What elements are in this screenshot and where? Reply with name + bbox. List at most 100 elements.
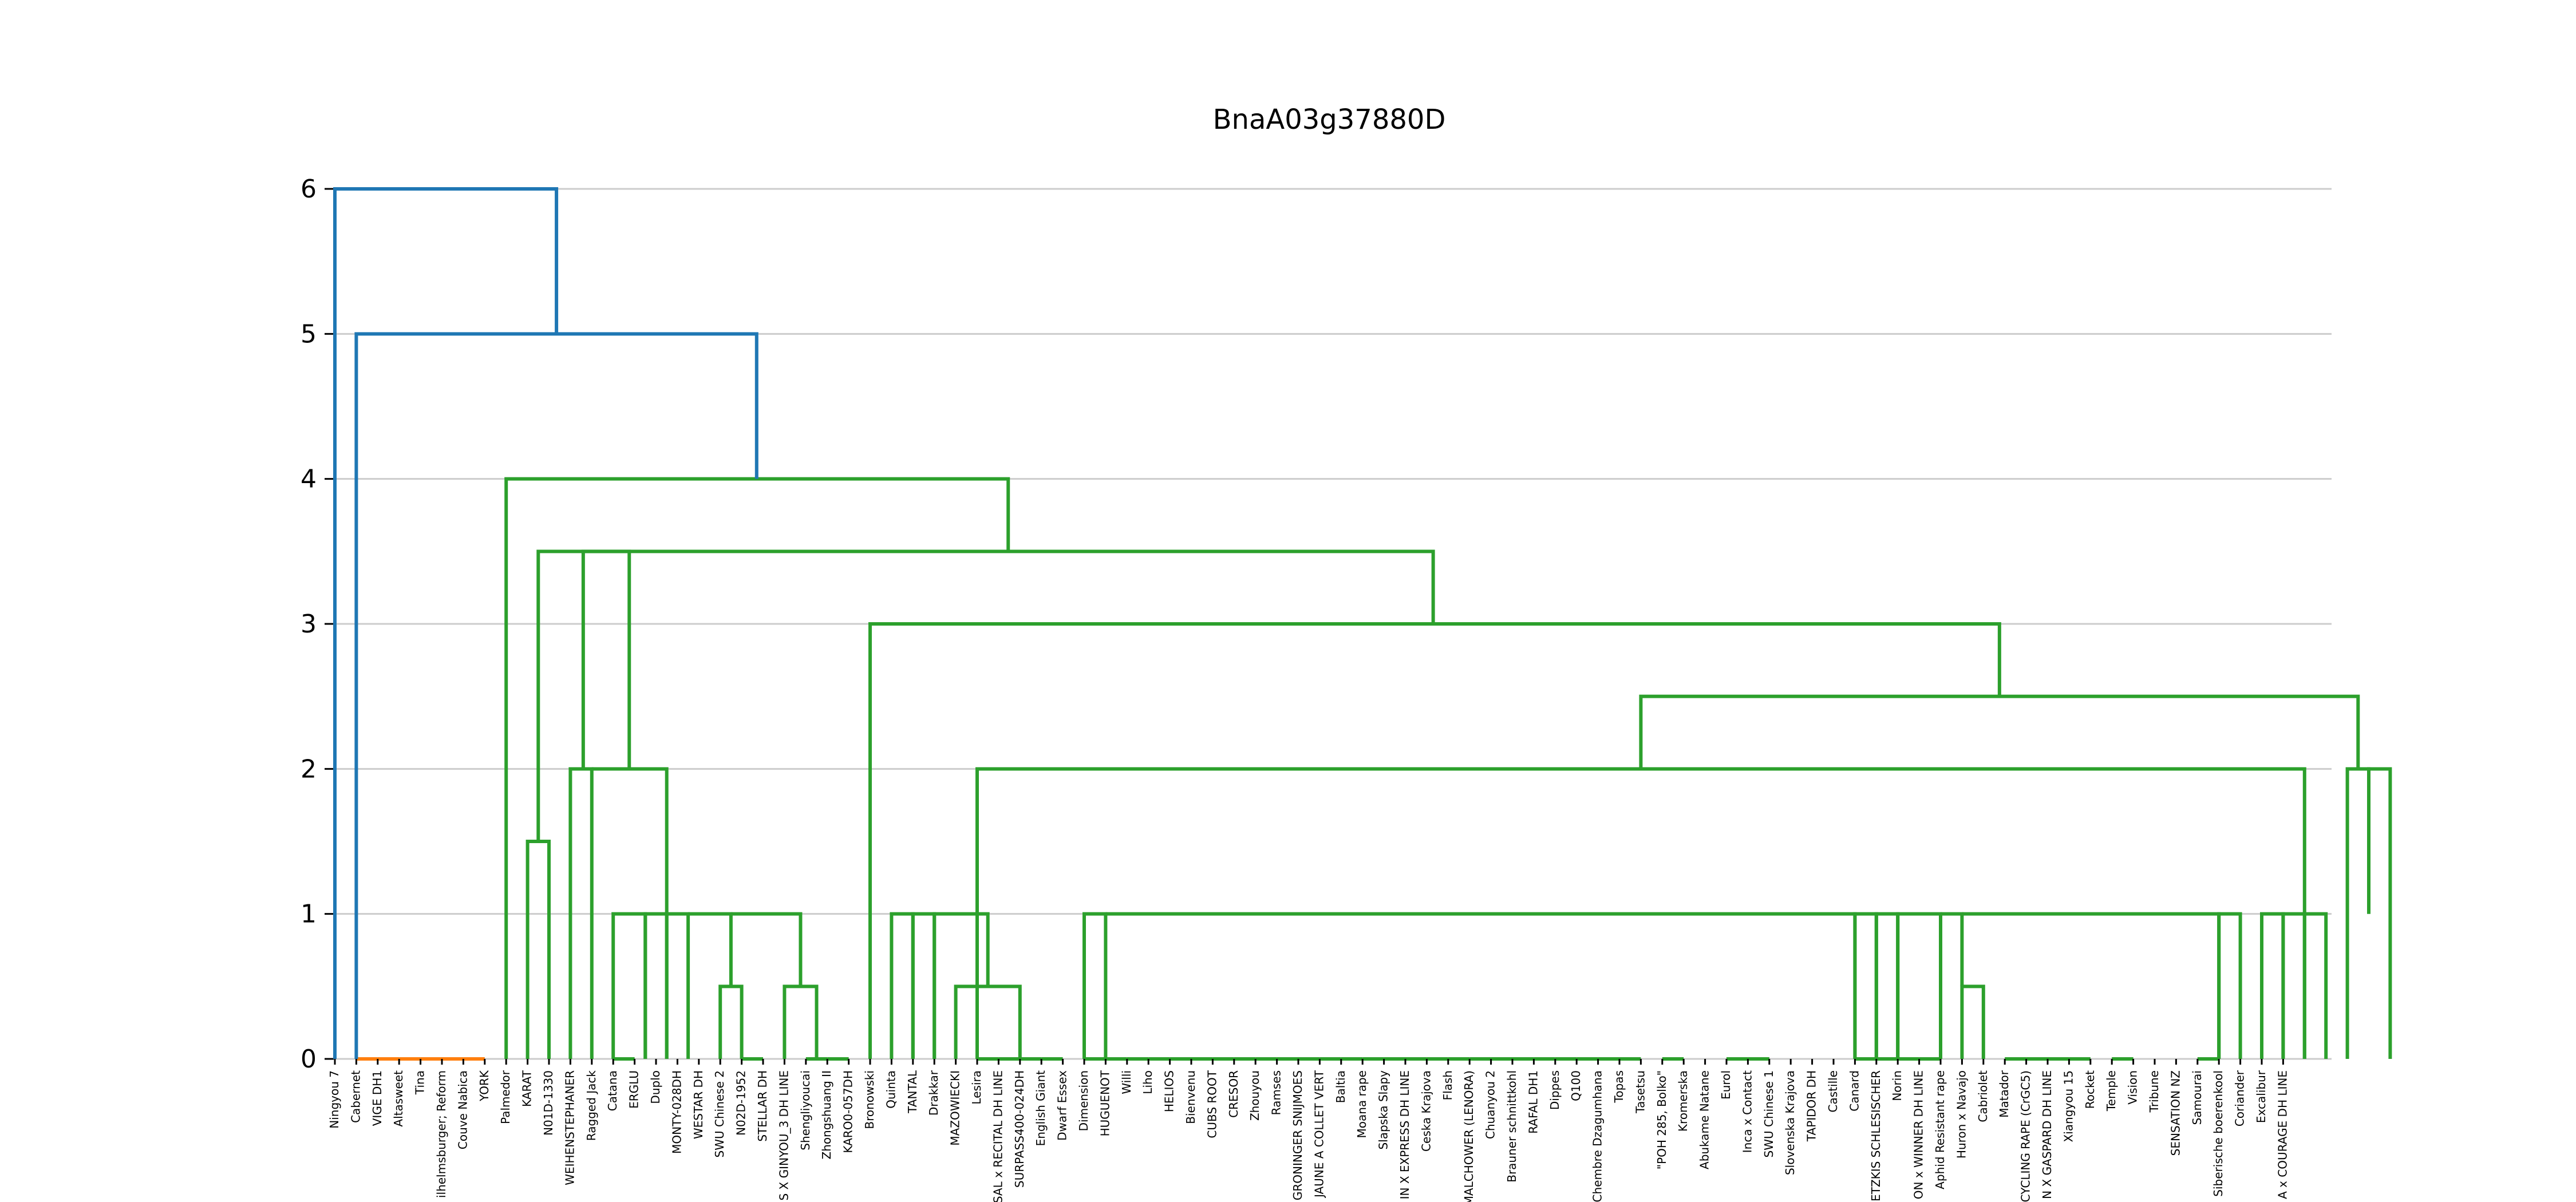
leaf-label: Bronowski (863, 1070, 876, 1129)
y-tick-label: 0 (301, 1045, 317, 1074)
dendrogram-link (1105, 912, 1857, 1059)
dendrogram-link (2302, 912, 2328, 1059)
leaf-label: WESTAR DH (692, 1070, 705, 1139)
leaf-label: CYCLING RAPE (CrGC5) (2019, 1070, 2033, 1202)
leaf-label: Vision (2126, 1070, 2140, 1105)
dendrogram-link (890, 912, 915, 1059)
leaf-label: Zhouyou (1248, 1070, 1262, 1121)
leaf-label: CUBS ROOT (1205, 1070, 1219, 1138)
leaf-label: Castille (1826, 1070, 1840, 1112)
dendrogram-link (688, 912, 733, 987)
dendrogram-link (718, 984, 744, 1059)
leaf-label: HELIOS (1163, 1070, 1176, 1112)
dendrogram-link (1896, 912, 1942, 1059)
leaf-label: Excalibur (2254, 1070, 2268, 1123)
leaf-label: SWU Chinese 2 (713, 1070, 726, 1157)
leaf-label: Canard (1847, 1070, 1861, 1112)
dendrogram-link (2281, 912, 2306, 1059)
leaf-label: Inca x Contact (1740, 1070, 1754, 1153)
y-tick-label: 2 (301, 754, 317, 784)
leaf-label: WEIHENSTEPHANER (563, 1070, 576, 1185)
dendrogram-links (333, 187, 2392, 1061)
leaf-label: Chembre Dzagumhana (1591, 1070, 1605, 1202)
dendrogram-link (1941, 912, 1964, 987)
y-axis: 0 1 2 3 4 5 6 (301, 175, 334, 1074)
dendrogram-link (526, 840, 551, 1059)
leaf-label: Duplo (649, 1070, 662, 1104)
leaf-label: English Giant (1034, 1070, 1048, 1146)
dendrogram-link (1960, 984, 1985, 1059)
leaf-label: Catana (606, 1070, 619, 1111)
leaf-label: Ceska Krajova (1419, 1070, 1433, 1152)
leaf-label: RAFAL DH1 (1526, 1070, 1540, 1134)
leaf-label: Tina (413, 1070, 427, 1095)
leaf-label: TAPIDOR DH (1805, 1070, 1819, 1142)
leaf-label: N02D-1952 (734, 1070, 748, 1136)
chart-title: BnaA03g37880D (1213, 104, 1446, 136)
leaf-label: MAZOWIECKI (949, 1070, 962, 1146)
leaf-label: Matador (1997, 1070, 2011, 1118)
leaf-label: TANTAL (906, 1070, 919, 1114)
leaf-label: Willi (1120, 1070, 1133, 1094)
dendrogram-link (1853, 912, 1878, 1059)
leaf-label: SAL x RECITAL DH LINE (991, 1070, 1005, 1202)
leaf-label: Ningyou 7 (327, 1070, 341, 1129)
leaf-label: Moana rape (1355, 1070, 1369, 1138)
leaf-label: Siberische boerenkool (2211, 1070, 2225, 1197)
leaf-label: Dippes (1548, 1070, 1562, 1110)
leaf-label: "POH 285, Bolko" (1655, 1070, 1669, 1169)
leaf-label: Q100 (1569, 1070, 1583, 1101)
leaf-label: Eurol (1719, 1070, 1733, 1100)
leaf-label: Coriander (2233, 1070, 2247, 1126)
y-tick-label: 1 (301, 900, 317, 929)
leaf-label: IN X EXPRESS DH LINE (1398, 1070, 1412, 1199)
leaf-label: GRONINGER SNIJMOES (1291, 1070, 1305, 1200)
dendrogram-link (1874, 912, 1900, 1059)
leaf-label: Norin (1890, 1070, 1904, 1101)
leaf-label: Drakkar (927, 1070, 941, 1116)
leaf-label: Quinta (884, 1070, 898, 1109)
leaf-label: JAUNE A COLLET VERT (1312, 1070, 1326, 1199)
dendrogram-link (1639, 694, 2360, 769)
dendrogram-link (2367, 767, 2392, 1059)
leaf-label: Slovenska Krajova (1783, 1070, 1797, 1175)
leaf-label: ETZKIS SCHLESISCHER (1869, 1070, 1883, 1201)
leaf-label: N01D-1330 (542, 1070, 555, 1136)
leaf-label: Bienvenu (1184, 1070, 1198, 1124)
dendrogram-link (591, 767, 669, 914)
dendrogram-link (975, 767, 2306, 914)
leaf-label: SENSATION NZ (2168, 1070, 2182, 1156)
leaf-label: KARAT (520, 1070, 534, 1107)
dendrogram-link (868, 622, 2001, 1059)
dendrogram-link (1082, 912, 1108, 1059)
leaf-label: MONTY-028DH (670, 1070, 683, 1154)
leaf-label: Ramses (1270, 1070, 1283, 1115)
leaf-label: Shengliyoucai (799, 1070, 812, 1150)
leaf-label: Rocket (2083, 1070, 2097, 1109)
dendrogram-link (568, 767, 594, 1059)
leaf-label: Cabriolet (1976, 1070, 1990, 1122)
leaf-label: KARO0-057DH (841, 1070, 855, 1153)
dendrogram-link (2345, 767, 2370, 1059)
leaf-label: Tasetsu (1633, 1070, 1647, 1114)
leaf-label: Brauner schnittkohl (1505, 1070, 1519, 1183)
leaf-label: Slapska Slapy (1377, 1070, 1390, 1150)
leaf-label: ilhelmsburger; Reform (434, 1070, 448, 1198)
leaf-label: Aphid Resistant rape (1933, 1070, 1947, 1189)
dendrogram-link (611, 912, 647, 1059)
y-tick-label: 3 (301, 610, 317, 639)
leaf-label: Kromerska (1676, 1070, 1690, 1132)
leaf-label: ON x WINNER DH LINE (1912, 1070, 1926, 1199)
leaf-label: Lesira (970, 1070, 983, 1105)
leaf-label: Baltia (1334, 1070, 1348, 1103)
dendrogram-link (977, 912, 990, 987)
leaf-label: Huron x Navajo (1954, 1070, 1968, 1158)
dendrogram-link (333, 187, 559, 1059)
dendrogram-link (954, 984, 1022, 1059)
dendrogram-link (1962, 912, 2221, 1059)
leaf-label: YORK (477, 1070, 491, 1102)
leaf-label: Zhongshuang II (820, 1070, 833, 1160)
leaf-label: Samourai (2190, 1070, 2204, 1125)
y-tick-label: 6 (301, 175, 317, 204)
